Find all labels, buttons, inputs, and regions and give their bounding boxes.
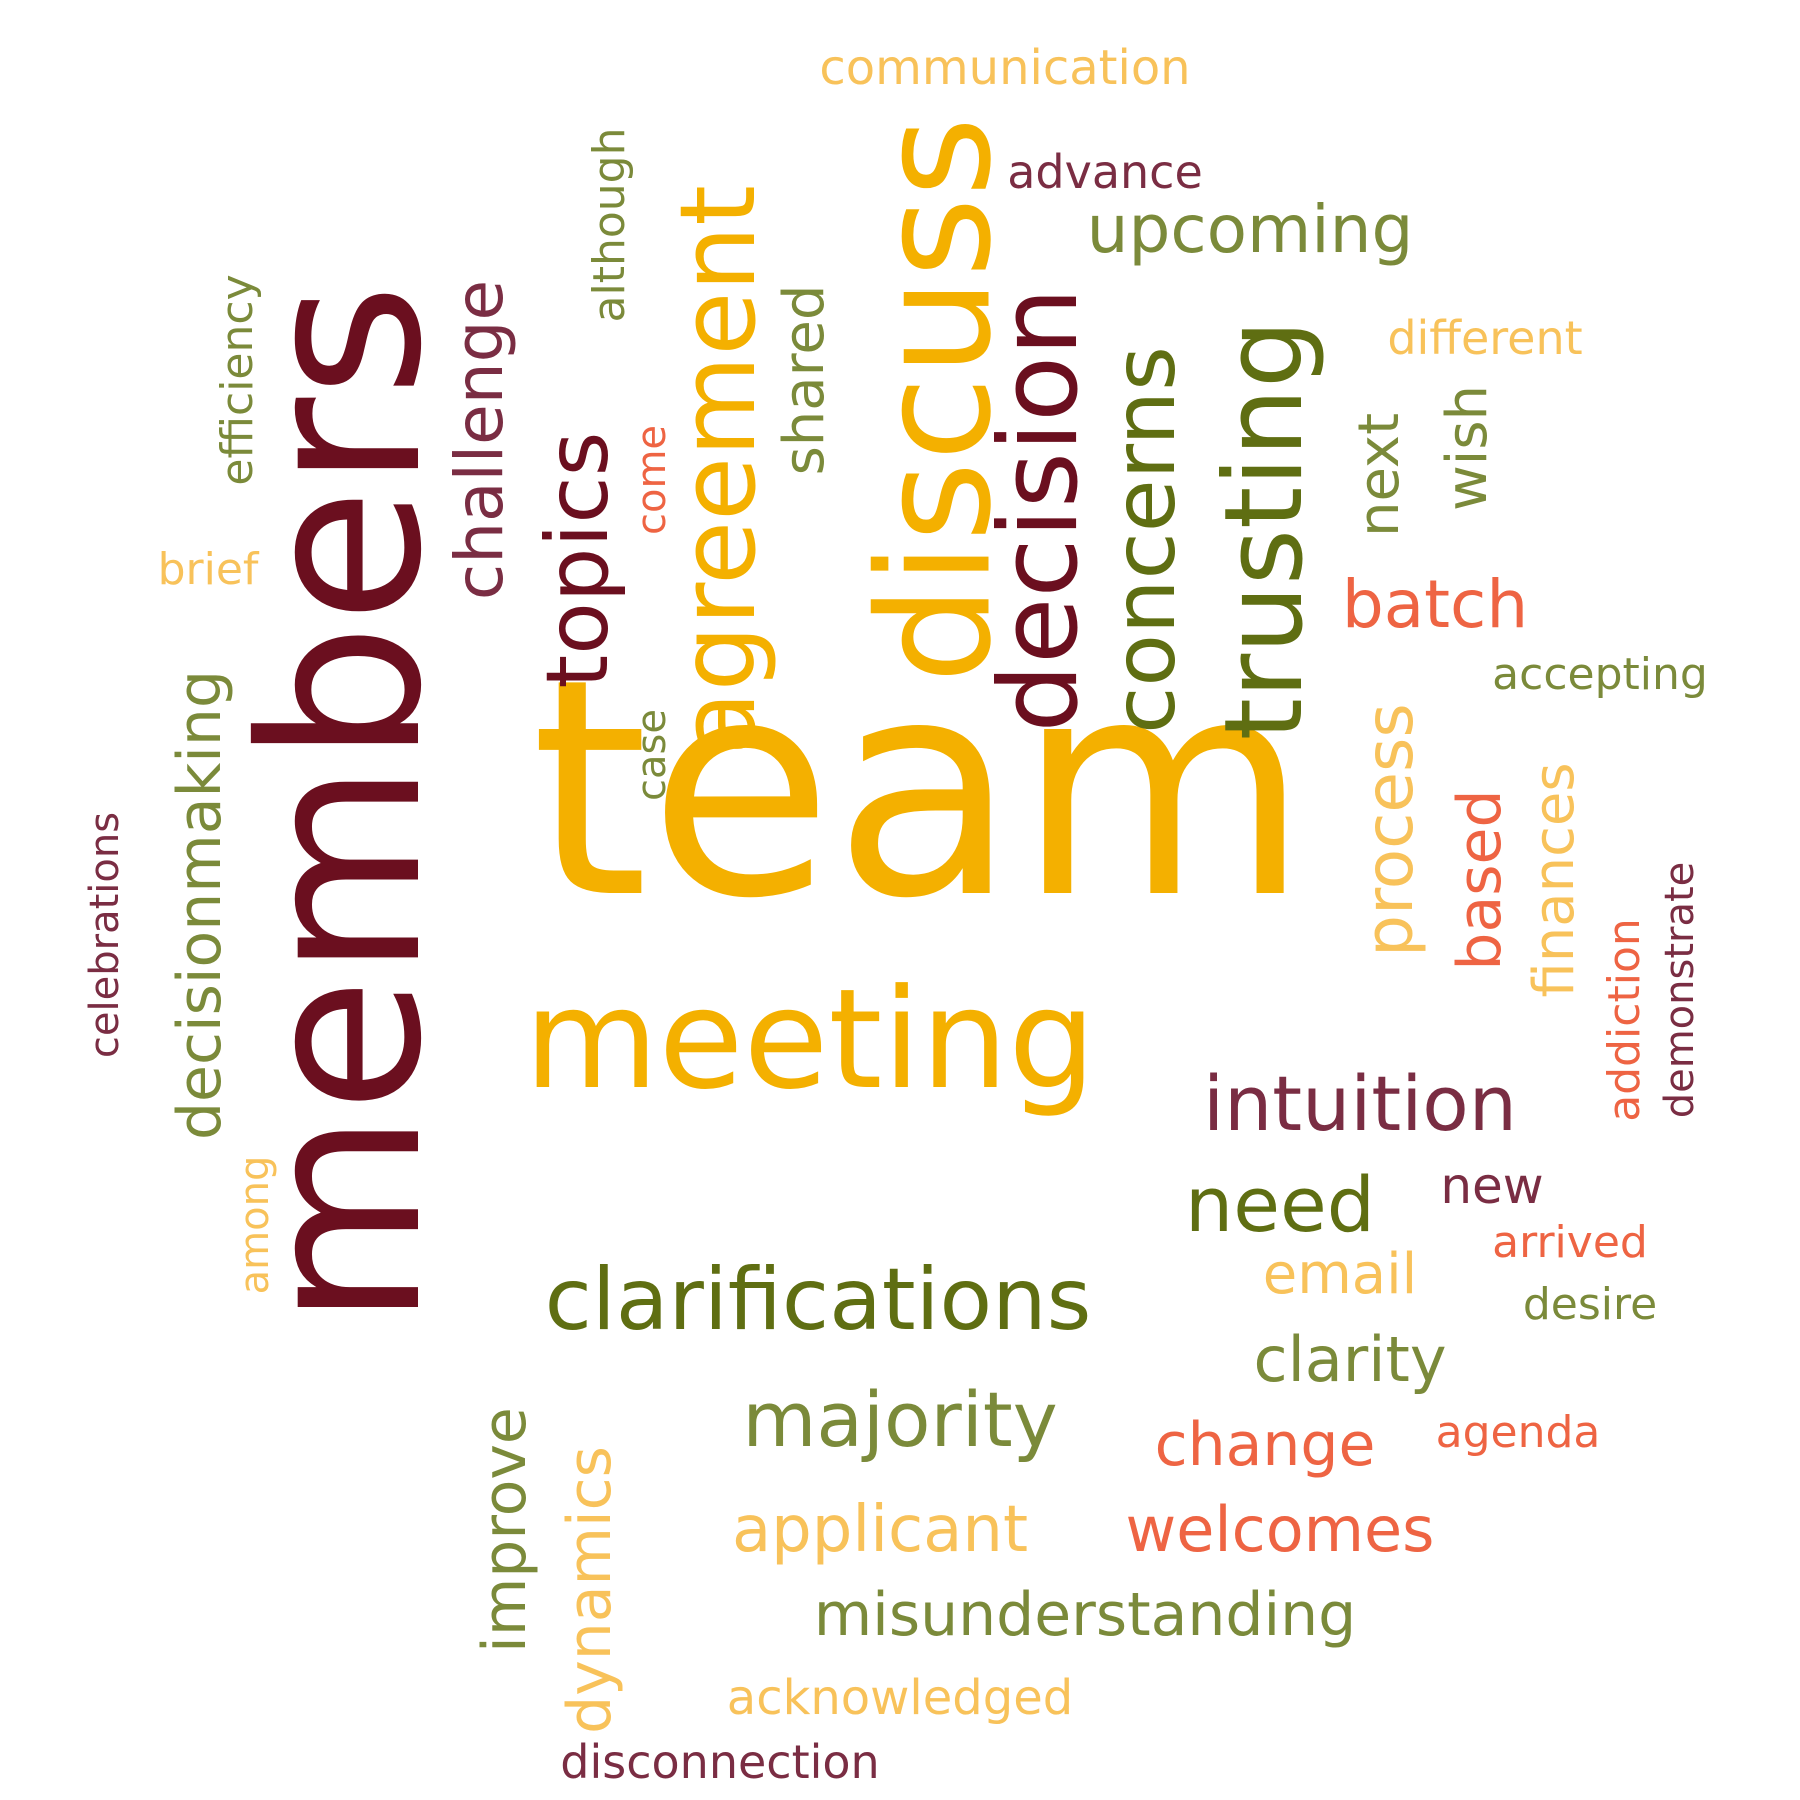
word-concerns: concerns bbox=[1095, 346, 1195, 734]
word-email: email bbox=[1262, 1242, 1418, 1307]
word-decisionmaking: decisionmaking bbox=[165, 669, 235, 1141]
word-applicant: applicant bbox=[731, 1493, 1029, 1567]
word-disconnection: disconnection bbox=[560, 1735, 880, 1789]
word-upcoming: upcoming bbox=[1086, 191, 1414, 268]
word-next: next bbox=[1347, 412, 1412, 538]
word-meeting: meeting bbox=[524, 959, 1096, 1120]
word-new: new bbox=[1440, 1157, 1544, 1215]
word-agreement: agreement bbox=[657, 184, 779, 756]
word-acknowledged: acknowledged bbox=[726, 1670, 1074, 1726]
word-agenda: agenda bbox=[1435, 1407, 1601, 1458]
word-process: process bbox=[1351, 703, 1428, 957]
word-clarity: clarity bbox=[1253, 1323, 1447, 1396]
word-arrived: arrived bbox=[1492, 1217, 1648, 1268]
word-challenge: challenge bbox=[441, 279, 518, 601]
word-brief: brief bbox=[157, 544, 259, 595]
word-demonstrate: demonstrate bbox=[1657, 861, 1703, 1119]
word-celebrations: celebrations bbox=[82, 811, 128, 1059]
word-dynamics: dynamics bbox=[555, 1446, 625, 1734]
word-improve: improve bbox=[470, 1407, 540, 1653]
word-finances: finances bbox=[1522, 762, 1587, 998]
word-welcomes: welcomes bbox=[1125, 1493, 1435, 1566]
word-based: based bbox=[1445, 789, 1515, 971]
word-trusting: trusting bbox=[1202, 319, 1327, 741]
word-desire: desire bbox=[1522, 1279, 1658, 1330]
word-need: need bbox=[1185, 1160, 1375, 1249]
word-misunderstanding: misunderstanding bbox=[813, 1580, 1357, 1650]
word-wish: wish bbox=[1435, 384, 1500, 512]
word-although: although bbox=[584, 127, 635, 323]
word-clarifications: clarifications bbox=[544, 1250, 1092, 1350]
word-change: change bbox=[1154, 1410, 1376, 1480]
word-communication: communication bbox=[819, 40, 1191, 96]
word-majority: majority bbox=[742, 1375, 1058, 1464]
word-accepting: accepting bbox=[1492, 649, 1708, 700]
word-advance: advance bbox=[1007, 145, 1203, 199]
word-among: among bbox=[232, 1155, 278, 1295]
word-shared: shared bbox=[772, 284, 837, 476]
word-case: case bbox=[629, 709, 675, 801]
word-efficiency: efficiency bbox=[212, 274, 263, 486]
word-topics: topics bbox=[528, 431, 628, 689]
word-different: different bbox=[1387, 311, 1583, 365]
word-intuition: intuition bbox=[1203, 1059, 1517, 1148]
word-batch: batch bbox=[1341, 566, 1529, 643]
word-team: team bbox=[530, 615, 1310, 964]
word-decision: decision bbox=[977, 287, 1102, 733]
word-addiction: addiction bbox=[1599, 918, 1650, 1122]
word-come: come bbox=[629, 424, 675, 536]
